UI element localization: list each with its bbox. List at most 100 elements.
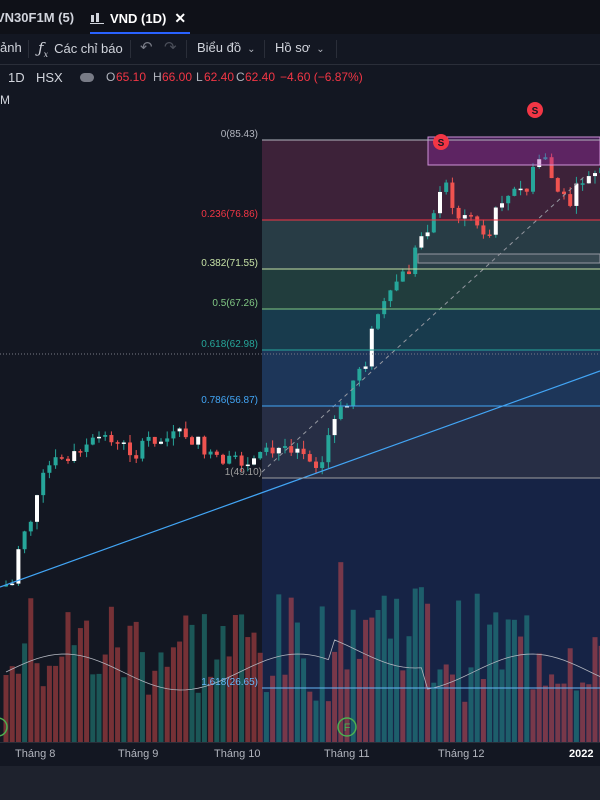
sell-marker[interactable] (527, 102, 543, 118)
fib-zone (262, 350, 600, 406)
chart-type-button[interactable]: Biểu đồ ⌄ (197, 34, 255, 64)
volume-bar (350, 609, 356, 742)
toolbar-divider (336, 40, 337, 58)
high-value: 66.00 (162, 70, 193, 84)
candle-body (574, 183, 579, 206)
fib-labels: 0(85.43) 0.236(76.86) 0.382(71.55) 0.5(67.2… (201, 129, 600, 689)
volume-bar (425, 603, 431, 742)
toolbar-divider (130, 40, 131, 58)
candle-body (531, 166, 535, 192)
volume-bar (524, 615, 530, 742)
alerts-button[interactable]: ảnh (0, 40, 22, 55)
candle-body (4, 584, 8, 587)
support-box[interactable] (417, 253, 600, 264)
volume-bar (15, 673, 21, 742)
indicators-button[interactable]: ƒx Các chỉ báo (38, 39, 123, 59)
candle-body (301, 448, 306, 455)
fib-zone (262, 406, 600, 478)
volume-bar (356, 658, 362, 742)
volume-bar (177, 641, 183, 742)
top-toolbar: ảnh ƒx Các chỉ báo ↶ ↷ Biểu đồ ⌄ Hồ sơ ⌄ (0, 34, 600, 65)
volume-bar (406, 636, 412, 742)
candle-body (320, 462, 325, 468)
candle-body (53, 457, 58, 466)
volume-bar (40, 686, 46, 742)
candle-body (152, 436, 157, 444)
event-marker[interactable] (337, 717, 357, 737)
volume-bar (3, 675, 9, 742)
candle-body (475, 216, 480, 226)
volume-bar (102, 654, 108, 742)
candle-body (568, 194, 573, 206)
candle-body (407, 271, 411, 275)
volume-bar (480, 679, 486, 742)
active-tab-indicator (90, 32, 190, 34)
volume-bar (487, 624, 493, 742)
candle-body (78, 451, 83, 453)
volume-bar (381, 595, 387, 742)
volume-bar (282, 674, 288, 742)
volume-bar (28, 598, 34, 742)
volume-bar (220, 626, 226, 742)
volume-bar (34, 663, 40, 742)
redo-icon[interactable]: ↷ (164, 39, 177, 56)
volume-bar (189, 624, 195, 742)
volume-bar (46, 665, 52, 742)
tab-vn30f1m[interactable]: VN30F1M (5) (0, 0, 74, 34)
tab-vnd[interactable]: VND (1D) ✕ (90, 0, 186, 34)
top-pattern-box[interactable] (427, 136, 600, 166)
close-icon[interactable]: ✕ (174, 10, 187, 26)
candle-body (593, 173, 597, 177)
interval-label[interactable]: 1D (8, 70, 25, 85)
undo-icon[interactable]: ↶ (140, 39, 153, 56)
profile-button[interactable]: Hồ sơ ⌄ (275, 34, 325, 64)
volume-bar (288, 597, 294, 742)
toolbar-divider (28, 40, 29, 58)
trend-line[interactable] (0, 370, 600, 588)
volume-bar (536, 653, 542, 742)
dashed-trend-line[interactable] (261, 175, 586, 473)
candle-body (586, 176, 591, 184)
volume-bar (325, 701, 331, 742)
volume-bar (251, 632, 257, 742)
volume-bar (307, 691, 313, 742)
event-marker-label: F (344, 722, 351, 734)
price-chart[interactable]: 0(85.43) 0.236(76.86) 0.382(71.55) 0.5(67.2… (0, 64, 600, 742)
volume-bar (499, 669, 505, 742)
volume-bars (3, 562, 600, 742)
volume-bar (239, 614, 245, 742)
volume-bar (592, 637, 598, 742)
tab-bar: VN30F1M (5) VND (1D) ✕ (0, 0, 600, 35)
candle-body (338, 406, 343, 420)
event-marker[interactable] (0, 717, 8, 737)
volume-bar (59, 656, 65, 742)
volume-bar (201, 614, 207, 742)
fib-zone (262, 309, 600, 350)
volume-bar (115, 647, 121, 742)
candle-body (270, 447, 275, 454)
time-axis[interactable]: Tháng 8 Tháng 9 Tháng 10 Tháng 11 Tháng … (0, 742, 600, 767)
candle-body (159, 441, 163, 444)
candle-body (28, 521, 33, 532)
candle-body (307, 454, 312, 462)
candle-body (196, 436, 201, 445)
volume-bar (195, 692, 201, 742)
change-value: −4.60 (−6.87%) (280, 70, 363, 84)
volume-bar (332, 651, 338, 742)
candle-body (276, 447, 281, 454)
candle-body (208, 451, 213, 455)
candle-body (481, 225, 486, 235)
volume-bar (369, 617, 375, 742)
candle-body (90, 437, 95, 445)
candles-icon (90, 2, 104, 24)
volume-bar (294, 622, 300, 742)
sell-marker[interactable] (433, 134, 449, 150)
volume-bar (152, 670, 158, 742)
candle-body (72, 451, 77, 461)
candle-body (165, 438, 170, 442)
volume-bar (443, 664, 449, 742)
volume-bar (133, 621, 139, 742)
candle-body (500, 203, 504, 208)
time-label: Tháng 11 (324, 748, 370, 760)
volume-bar (127, 625, 133, 742)
